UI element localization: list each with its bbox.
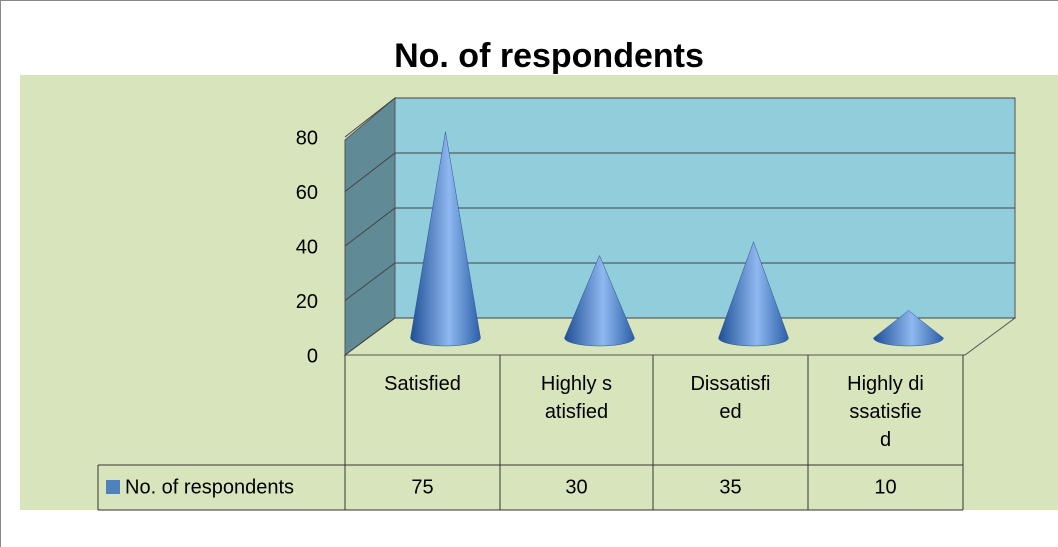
y-tick-label: 0 (307, 345, 318, 367)
grid-line (344, 152, 1015, 192)
y-tick-label: 80 (296, 127, 318, 149)
y-tick-label: 60 (296, 182, 318, 204)
chart-title: No. of respondents (394, 37, 704, 75)
grid-line (344, 207, 1015, 247)
legend-label: No. of respondents (125, 476, 294, 498)
x-tick-label: Highly dissatisfied (847, 373, 924, 451)
cone (873, 310, 944, 347)
table-value: 75 (411, 476, 433, 498)
table-value: 30 (565, 476, 587, 498)
grid-line (344, 97, 1015, 138)
cone (410, 131, 481, 347)
cone (718, 241, 789, 347)
table-value: 35 (719, 476, 741, 498)
x-tick-label: Dissatisfied (690, 373, 771, 423)
x-tick-label: Satisfied (384, 373, 461, 395)
y-tick-label: 20 (296, 291, 318, 313)
legend-swatch (106, 480, 120, 494)
grid-line (344, 317, 1015, 356)
x-tick-label: Highly satisfied (540, 373, 613, 423)
grid-line (344, 262, 1015, 301)
cone (564, 254, 635, 347)
data-table (97, 355, 964, 511)
y-tick-label: 40 (296, 236, 318, 258)
table-value: 10 (874, 476, 896, 498)
